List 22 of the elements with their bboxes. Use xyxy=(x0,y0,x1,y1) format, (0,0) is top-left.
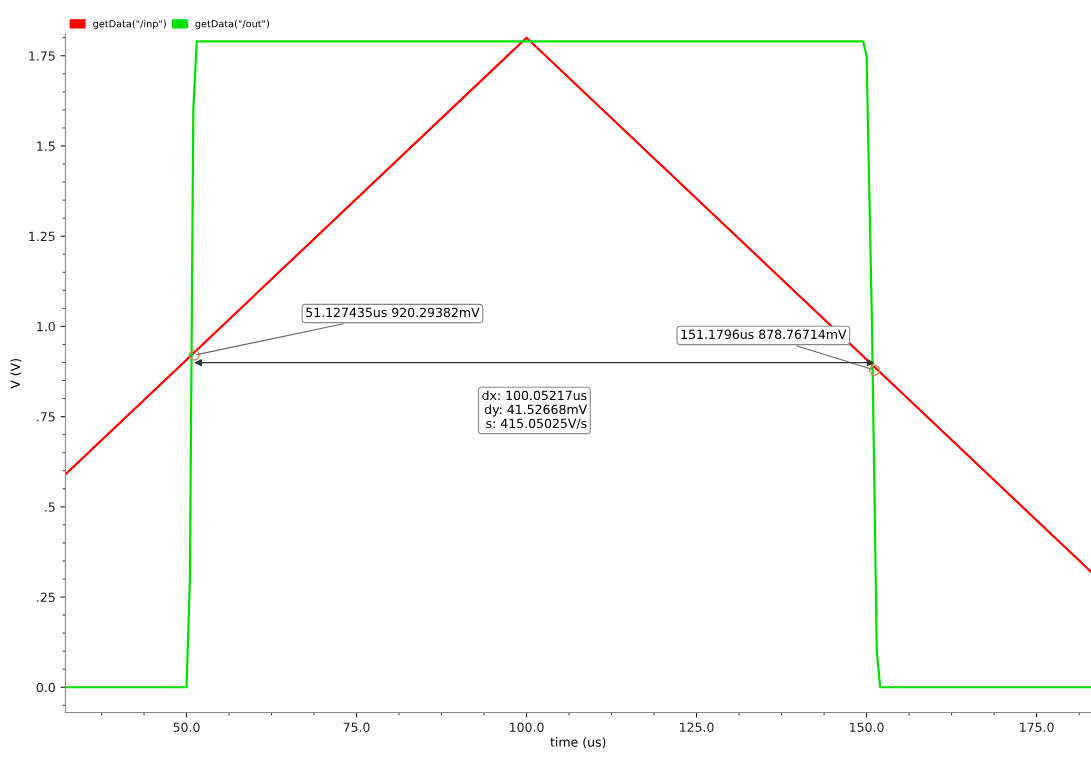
y-tick-label: .5 xyxy=(45,502,55,512)
legend-label: getData("/out") xyxy=(195,19,269,30)
y-tick-label: .25 xyxy=(37,592,55,602)
legend-label: getData("/inp") xyxy=(93,19,166,30)
y-tick-label: 1.25 xyxy=(29,231,55,242)
y-tick-label: 1.5 xyxy=(37,141,55,151)
x-tick-label: 150.0 xyxy=(850,722,884,732)
x-tick-label: 175.0 xyxy=(1020,722,1054,732)
annotation: dx: 100.05217us dy: 41.52668mV s: 415.05025V/s xyxy=(482,390,588,430)
x-tick-label: 50.0 xyxy=(173,722,200,732)
y-axis-title: V (V) xyxy=(10,358,22,389)
x-tick-label: 125.0 xyxy=(680,722,714,732)
y-tick-label: .75 xyxy=(37,412,55,422)
y-tick-label: 1.75 xyxy=(29,51,55,61)
x-tick-label: 75.0 xyxy=(343,722,370,732)
y-tick-label: 1.0 xyxy=(37,321,55,332)
annotation: 51.127435us 920.29382mV xyxy=(306,307,480,318)
annotation: 151.1796us 878.76714mV xyxy=(681,329,847,340)
line-series xyxy=(65,40,1091,689)
y-tick-label: 0.0 xyxy=(36,682,55,693)
x-axis-title: time (us) xyxy=(550,737,606,749)
x-tick-label: 100.0 xyxy=(510,722,544,732)
